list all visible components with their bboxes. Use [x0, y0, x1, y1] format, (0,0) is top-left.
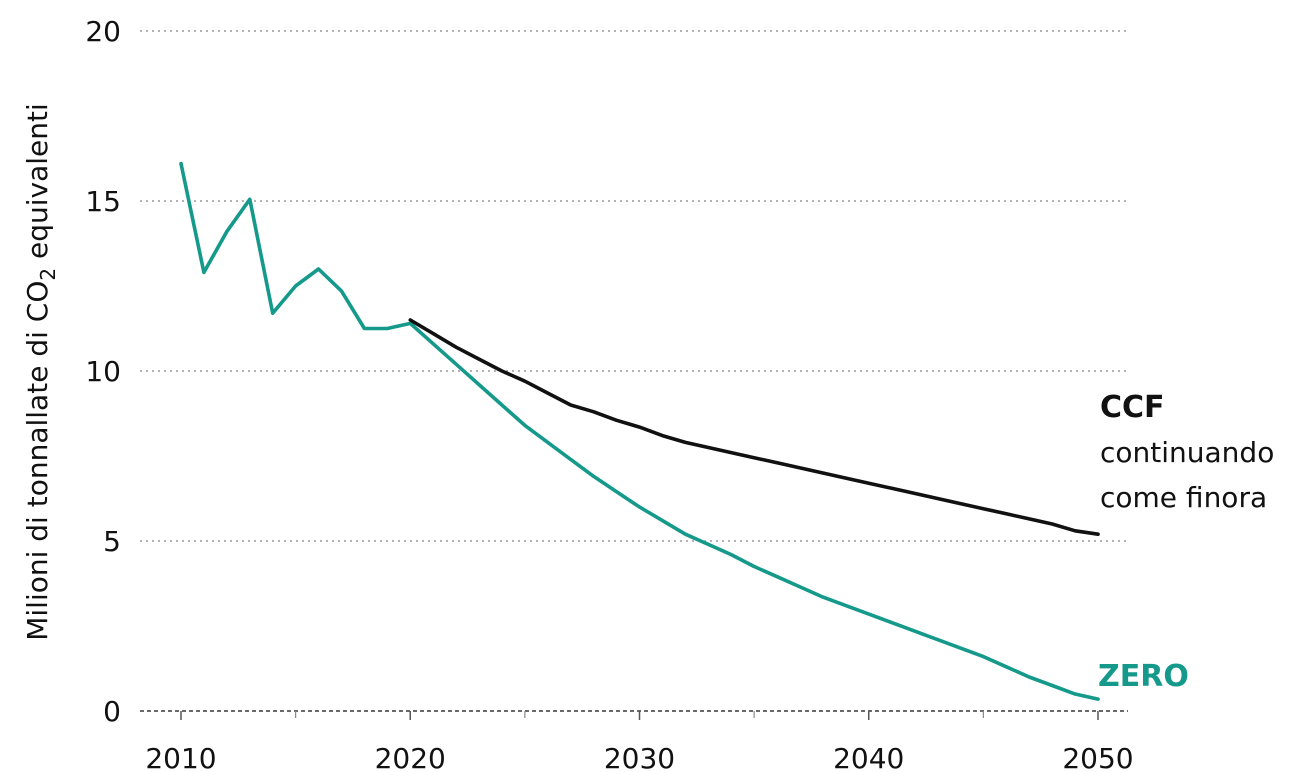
- y-tick-label-15: 15: [85, 185, 121, 218]
- y-axis-label: Milioni di tonnallate di CO2 equivalenti: [21, 103, 60, 641]
- x-axis-ticks: 2010 2020 2030 2040 2050: [145, 711, 1134, 772]
- series-label-ccf: CCF: [1100, 390, 1165, 425]
- series-lines: [179, 161, 1100, 701]
- series-label-zero: ZERO: [1098, 659, 1189, 694]
- y-tick-label-0: 0: [103, 695, 121, 728]
- x-tick-label-2030: 2030: [604, 742, 675, 772]
- x-tick-label-2040: 2040: [833, 742, 904, 772]
- y-axis-ticks: 0 5 10 15 20: [85, 15, 121, 728]
- y-tick-label-10: 10: [85, 355, 121, 388]
- legend-ccf: CCF continuando come finora: [1100, 390, 1274, 514]
- x-tick-label-2020: 2020: [375, 742, 446, 772]
- x-tick-label-2050: 2050: [1062, 742, 1133, 772]
- y-tick-label-5: 5: [103, 525, 121, 558]
- grid-lines: [140, 30, 1128, 542]
- series-line-ccf: [408, 318, 1100, 537]
- series-description-line-2: come finora: [1100, 481, 1267, 514]
- series-line-zero: [179, 161, 1100, 701]
- y-tick-label-20: 20: [85, 15, 121, 48]
- x-tick-label-2010: 2010: [145, 742, 216, 772]
- series-description-line-1: continuando: [1100, 436, 1274, 469]
